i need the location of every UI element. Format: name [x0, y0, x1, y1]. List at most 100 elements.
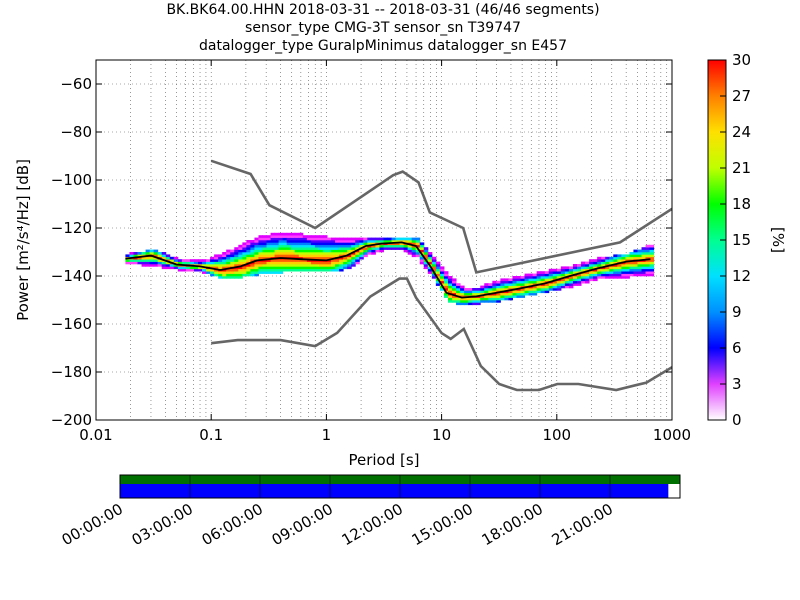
psd-cell	[512, 283, 518, 286]
psd-cell	[419, 242, 425, 246]
psd-cell	[621, 276, 626, 279]
psd-cell	[589, 271, 594, 274]
psd-cell	[601, 276, 606, 279]
psd-cell	[278, 249, 284, 253]
psd-cell	[254, 237, 259, 241]
psd-cell	[540, 271, 546, 274]
psd-cell	[500, 297, 505, 301]
psd-cell	[649, 268, 655, 272]
psd-cell	[399, 237, 405, 241]
timeline-tick-label: 03:00:00	[129, 500, 196, 549]
psd-cell	[246, 242, 251, 246]
psd-cell	[298, 266, 304, 270]
psd-cell	[298, 249, 304, 253]
psd-cell	[645, 268, 651, 272]
psd-cell	[222, 273, 227, 277]
psd-cell	[306, 256, 312, 260]
psd-cell	[375, 249, 380, 253]
psd-cell	[552, 288, 558, 291]
psd-cell	[278, 244, 284, 248]
psd-cell	[234, 268, 239, 272]
psd-cell	[302, 237, 308, 241]
psd-cell	[343, 242, 348, 246]
psd-cell	[371, 244, 376, 248]
psd-cell	[327, 254, 332, 258]
psd-cell	[343, 264, 348, 267]
psd-cell	[157, 254, 163, 258]
psd-cell	[435, 268, 441, 272]
psd-cell	[621, 256, 626, 260]
psd-cell	[318, 247, 324, 250]
psd-cell	[314, 249, 320, 253]
psd-cell	[278, 264, 284, 267]
psd-cell	[242, 252, 247, 255]
psd-cell	[298, 235, 304, 238]
psd-cell	[451, 285, 457, 289]
psd-cell	[548, 285, 554, 289]
psd-cell	[310, 261, 316, 265]
psd-cell	[141, 256, 147, 260]
psd-cell	[520, 295, 526, 298]
psd-cell	[306, 254, 312, 258]
psd-cell	[262, 242, 268, 246]
psd-cell	[302, 264, 308, 267]
psd-cell	[282, 247, 288, 250]
psd-cell	[359, 252, 364, 255]
psd-cell	[306, 240, 312, 243]
psd-cell	[476, 292, 481, 296]
psd-cell	[234, 254, 239, 258]
psd-cell	[282, 240, 288, 243]
psd-cell	[564, 278, 570, 282]
psd-cell	[581, 261, 586, 265]
psd-cell	[322, 254, 328, 258]
psd-cell	[145, 252, 151, 255]
psd-cell	[314, 235, 320, 238]
psd-cell	[484, 290, 489, 294]
psd-cell	[210, 271, 215, 274]
psd-cell	[480, 288, 485, 291]
psd-cell	[214, 273, 219, 277]
psd-cell	[331, 264, 336, 267]
psd-cell	[343, 240, 348, 243]
psd-cell	[411, 254, 417, 258]
psd-cell	[460, 295, 465, 298]
psd-cell	[286, 242, 292, 246]
psd-cell	[294, 254, 300, 258]
psd-cell	[468, 288, 473, 291]
psd-cell	[250, 252, 255, 255]
noise-models	[210, 159, 672, 392]
psd-cell	[161, 254, 167, 258]
psd-cell	[274, 252, 280, 255]
psd-cell	[270, 237, 276, 241]
psd-cell	[242, 273, 247, 277]
psd-cell	[290, 244, 296, 248]
psd-cell	[609, 273, 614, 277]
psd-cell	[206, 259, 211, 262]
psd-cell	[327, 252, 332, 255]
psd-cell	[645, 259, 651, 262]
y-tick-label: −160	[51, 315, 92, 333]
psd-cell	[230, 252, 235, 255]
psd-cell	[274, 271, 280, 274]
psd-cell	[609, 276, 614, 279]
psd-cell	[576, 264, 582, 267]
psd-cell	[290, 242, 296, 246]
psd-cell	[629, 261, 634, 265]
psd-cell	[613, 276, 618, 279]
psd-cell	[625, 268, 630, 272]
psd-cell	[302, 266, 308, 270]
psd-cell	[480, 292, 485, 296]
psd-cell	[210, 256, 215, 260]
psd-cell	[468, 300, 473, 303]
psd-cell	[137, 261, 143, 265]
psd-cell	[351, 244, 356, 248]
psd-cell	[302, 259, 308, 262]
psd-cell	[649, 264, 655, 267]
psd-cell	[496, 295, 501, 298]
psd-cell	[576, 266, 582, 270]
psd-cell	[512, 285, 518, 289]
psd-cell	[637, 249, 643, 253]
psd-cell	[141, 261, 147, 265]
psd-cell	[129, 252, 134, 255]
psd-cell	[290, 249, 296, 253]
